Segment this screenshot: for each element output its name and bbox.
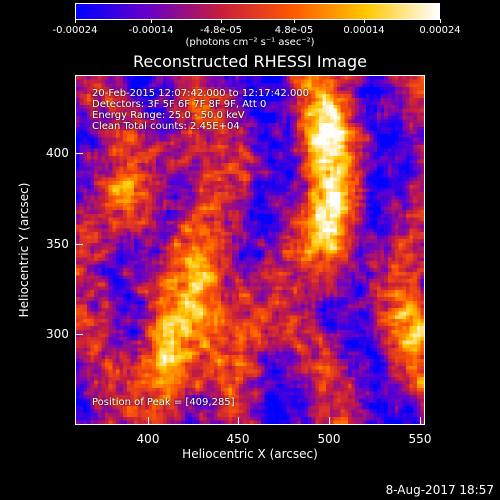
y-axis-label: Heliocentric Y (arcsec) (17, 182, 31, 318)
chart-title: Reconstructed RHESSI Image (133, 52, 367, 71)
y-tick-mark (75, 153, 83, 154)
y-tick-mark (75, 334, 83, 335)
x-tick-label: 500 (317, 432, 341, 446)
colorbar-tick-label: -0.00024 (52, 25, 98, 36)
y-tick-mark (75, 244, 83, 245)
x-axis-label: Heliocentric X (arcsec) (182, 447, 318, 461)
annotation-detectors: Detectors: 3F 5F 6F 7F 8F 9F, Att 0 (92, 99, 267, 110)
colorbar-tick (221, 19, 222, 23)
colorbar-tick (151, 19, 152, 23)
footer-date: 8-Aug-2017 18:57 (385, 483, 494, 497)
colorbar-tick (364, 19, 365, 23)
colorbar-unit: (photons cm⁻² s⁻¹ asec⁻²) (185, 37, 315, 48)
colorbar (75, 3, 440, 20)
plot-area: 20-Feb-2015 12:07:42.000 to 12:17:42.000… (75, 75, 425, 425)
annotation-peak-position: Position of Peak = [409,285] (92, 397, 235, 408)
x-tick-mark (420, 417, 421, 425)
y-tick-label: 350 (46, 237, 69, 251)
heatmap-image (76, 76, 424, 424)
colorbar-tick (294, 19, 295, 23)
x-tick-mark (329, 417, 330, 425)
colorbar-tick (440, 19, 441, 23)
annotation-clean: Clean Total counts: 2.45E+04 (92, 121, 240, 132)
x-tick-label: 400 (136, 432, 160, 446)
colorbar-tick (75, 19, 76, 23)
colorbar-gradient (76, 4, 439, 19)
colorbar-tick-label: 4.8e-05 (274, 25, 314, 36)
x-tick-label: 450 (226, 432, 250, 446)
y-tick-label: 300 (46, 327, 69, 341)
x-tick-mark (238, 417, 239, 425)
x-tick-mark (148, 417, 149, 425)
x-tick-label: 550 (408, 432, 432, 446)
y-tick-label: 400 (46, 146, 69, 160)
colorbar-tick-label: 0.00024 (419, 25, 461, 36)
colorbar-tick-label: -4.8e-05 (200, 25, 242, 36)
colorbar-tick-label: -0.00014 (128, 25, 174, 36)
annotation-energy: Energy Range: 25.0 - 50.0 keV (92, 110, 245, 121)
colorbar-tick-label: 0.00014 (343, 25, 385, 36)
annotation-time-range: 20-Feb-2015 12:07:42.000 to 12:17:42.000 (92, 88, 310, 99)
